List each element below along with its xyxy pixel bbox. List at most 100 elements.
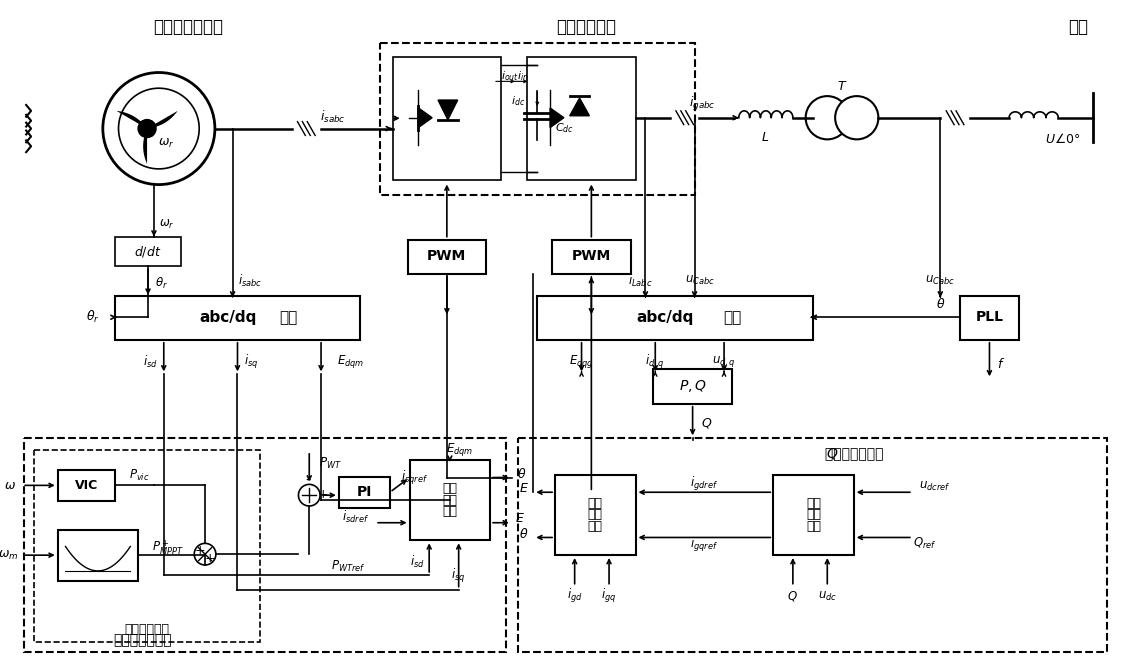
Text: $i_{out}$: $i_{out}$: [500, 69, 518, 83]
Bar: [57, 530, 138, 581]
Text: $i_{Labc}$: $i_{Labc}$: [628, 273, 653, 289]
Text: $\theta$: $\theta$: [936, 297, 945, 311]
Text: 变换: 变换: [723, 309, 741, 325]
Bar: [527, 57, 635, 179]
Text: $\theta$: $\theta$: [517, 467, 526, 481]
Text: +: +: [195, 544, 205, 557]
Text: 全功率变流器: 全功率变流器: [557, 18, 616, 36]
Text: 控制: 控制: [442, 506, 458, 518]
Text: abc/dq: abc/dq: [199, 309, 256, 325]
Text: VIC: VIC: [74, 479, 98, 492]
Bar: [653, 370, 732, 404]
Text: $u_{dcref}$: $u_{dcref}$: [919, 480, 950, 493]
Text: $P_{vic}$: $P_{vic}$: [129, 468, 149, 483]
Polygon shape: [117, 111, 147, 129]
Bar: [555, 474, 635, 555]
Text: PWM: PWM: [572, 249, 611, 263]
Text: $E_{dqg}$: $E_{dqg}$: [569, 353, 594, 370]
Text: PLL: PLL: [975, 310, 1003, 324]
Text: $L$: $L$: [761, 131, 770, 144]
Bar: [517, 438, 1107, 652]
Text: $i_{sq}$: $i_{sq}$: [243, 353, 258, 370]
Circle shape: [194, 544, 215, 565]
Text: PI: PI: [357, 486, 373, 500]
Polygon shape: [550, 108, 564, 127]
Text: $T$: $T$: [837, 80, 847, 93]
Bar: [34, 450, 260, 642]
Polygon shape: [438, 100, 458, 119]
Text: $P,Q$: $P,Q$: [679, 378, 707, 394]
Bar: [57, 470, 114, 501]
Text: $d/dt$: $d/dt$: [135, 244, 162, 259]
Text: $u_{Cabc}$: $u_{Cabc}$: [926, 274, 955, 287]
Text: $i_{gabc}$: $i_{gabc}$: [689, 95, 716, 113]
Bar: [25, 438, 506, 652]
Text: $u_{d,q}$: $u_{d,q}$: [712, 354, 736, 369]
Text: $i_{gdref}$: $i_{gdref}$: [690, 476, 718, 494]
Bar: [407, 239, 486, 274]
Text: $\theta_r$: $\theta_r$: [86, 309, 100, 325]
Text: $P_{MPPT}^+$: $P_{MPPT}^+$: [151, 538, 184, 557]
Bar: [537, 295, 812, 340]
Polygon shape: [144, 129, 147, 164]
Text: -: -: [305, 472, 311, 487]
Text: +: +: [318, 488, 329, 501]
Text: $i_{sabc}$: $i_{sabc}$: [320, 109, 346, 125]
Text: 网侧逆变器控制: 网侧逆变器控制: [820, 447, 884, 461]
Bar: [410, 460, 490, 540]
Text: 内环: 内环: [588, 508, 603, 522]
Polygon shape: [147, 111, 177, 129]
Text: $\omega_m$: $\omega_m$: [0, 549, 19, 562]
Text: $Q_{ref}$: $Q_{ref}$: [913, 536, 937, 551]
Text: $i_{d,q}$: $i_{d,q}$: [645, 353, 665, 370]
Circle shape: [138, 119, 156, 137]
Bar: [114, 295, 360, 340]
Text: $f$: $f$: [997, 358, 1005, 372]
Text: $E_{dqm}$: $E_{dqm}$: [445, 442, 473, 458]
Text: 电压: 电压: [806, 496, 821, 510]
Text: $i_{sdref}$: $i_{sdref}$: [342, 509, 369, 525]
Text: $U\angle 0°$: $U\angle 0°$: [1046, 132, 1080, 146]
Polygon shape: [570, 98, 589, 116]
Text: $i_{sqref}$: $i_{sqref}$: [401, 470, 427, 488]
Text: abc/dq: abc/dq: [636, 309, 693, 325]
Text: 变换: 变换: [279, 309, 297, 325]
Text: 直驱风力发电机: 直驱风力发电机: [154, 18, 223, 36]
Circle shape: [806, 96, 849, 139]
Text: $i_{sabc}$: $i_{sabc}$: [238, 273, 263, 289]
Text: 机侧变流器控制: 机侧变流器控制: [113, 634, 172, 648]
Text: $E$: $E$: [515, 512, 525, 526]
Circle shape: [298, 484, 320, 506]
Bar: [393, 57, 500, 179]
Text: $i_{sd}$: $i_{sd}$: [410, 554, 425, 570]
Polygon shape: [419, 108, 432, 127]
Text: 外环: 外环: [806, 508, 821, 522]
Bar: [960, 295, 1019, 340]
Text: $Q$: $Q$: [826, 446, 838, 462]
Text: 电流: 电流: [588, 496, 603, 510]
Text: $E_{dqm}$: $E_{dqm}$: [337, 353, 365, 370]
Bar: [114, 237, 182, 266]
Text: $P_{WTref}$: $P_{WTref}$: [331, 558, 366, 574]
Text: 虚拟惯量控制: 虚拟惯量控制: [125, 624, 169, 636]
Text: $C_{dc}$: $C_{dc}$: [555, 121, 574, 135]
Text: $Q$: $Q$: [701, 416, 712, 430]
Text: $i_{gqref}$: $i_{gqref}$: [690, 536, 718, 554]
Text: $\omega$: $\omega$: [4, 479, 17, 492]
Text: 电网: 电网: [1068, 18, 1088, 36]
Text: 电流: 电流: [442, 482, 458, 495]
Text: $u_{Cabc}$: $u_{Cabc}$: [684, 274, 715, 287]
Bar: [552, 239, 631, 274]
Text: $E$: $E$: [518, 482, 528, 495]
Bar: [380, 43, 695, 195]
Text: $i_{sd}$: $i_{sd}$: [142, 354, 157, 370]
Text: $i_{gd}$: $i_{gd}$: [567, 588, 582, 606]
Circle shape: [119, 88, 200, 169]
Text: $i_{sq}$: $i_{sq}$: [451, 567, 466, 585]
Text: $i_{in}$: $i_{in}$: [517, 69, 528, 83]
Text: $\omega_r$: $\omega_r$: [158, 137, 175, 150]
Text: 内环: 内环: [442, 494, 458, 507]
Bar: [339, 476, 389, 508]
Text: $\theta$: $\theta$: [518, 526, 528, 540]
Text: $Q$: $Q$: [788, 590, 798, 604]
